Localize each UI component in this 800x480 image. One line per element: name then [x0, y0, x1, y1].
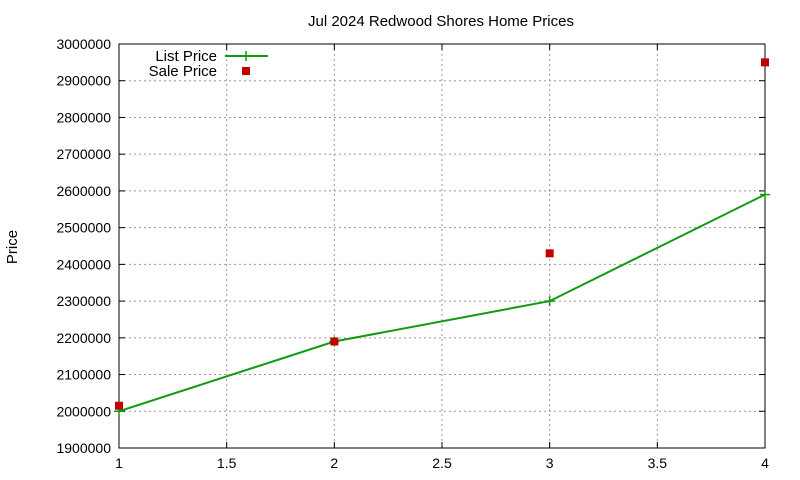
- y-tick-label: 1900000: [56, 440, 111, 456]
- y-tick-label: 2600000: [56, 183, 111, 199]
- axis-ticks: 1 1.5 2 2.5 3 3.5 4 1900000 2000000 2100000 220000…: [56, 36, 769, 471]
- legend-label-sale-price: Sale Price: [149, 63, 217, 80]
- y-tick-label: 2900000: [56, 73, 111, 89]
- x-tick-label: 1.5: [217, 455, 237, 471]
- grid: [119, 44, 765, 448]
- y-tick-label: 2100000: [56, 367, 111, 383]
- x-tick-label: 2: [330, 455, 338, 471]
- sale-price-point: [330, 337, 339, 346]
- sale-price-point: [545, 249, 554, 258]
- sale-price-point: [115, 401, 123, 410]
- x-tick-label: 4: [761, 455, 769, 471]
- y-tick-label: 2700000: [56, 146, 111, 162]
- y-tick-label: 2200000: [56, 330, 111, 346]
- y-tick-label: 2500000: [56, 220, 111, 236]
- y-tick-label: 2400000: [56, 256, 111, 272]
- x-tick-label: 1: [115, 455, 123, 471]
- y-tick-label: 3000000: [56, 36, 111, 52]
- y-tick-label: 2000000: [56, 403, 111, 419]
- list-price-point: [544, 296, 555, 307]
- series: [114, 58, 770, 417]
- y-axis-label: Price: [4, 230, 21, 264]
- list-price-point: [760, 189, 770, 200]
- chart-title: Jul 2024 Redwood Shores Home Prices: [308, 13, 574, 30]
- list-price-line: [118, 193, 766, 413]
- x-tick-label: 2.5: [432, 455, 452, 471]
- legend-sample-sale-price: [242, 67, 250, 75]
- legend-label-list-price: List Price: [155, 48, 217, 65]
- x-tick-label: 3: [546, 455, 554, 471]
- legend: List Price Sale Price: [149, 48, 268, 80]
- y-tick-label: 2800000: [56, 109, 111, 125]
- y-tick-label: 2300000: [56, 293, 111, 309]
- sale-price-point: [761, 58, 769, 67]
- x-tick-label: 3.5: [648, 455, 668, 471]
